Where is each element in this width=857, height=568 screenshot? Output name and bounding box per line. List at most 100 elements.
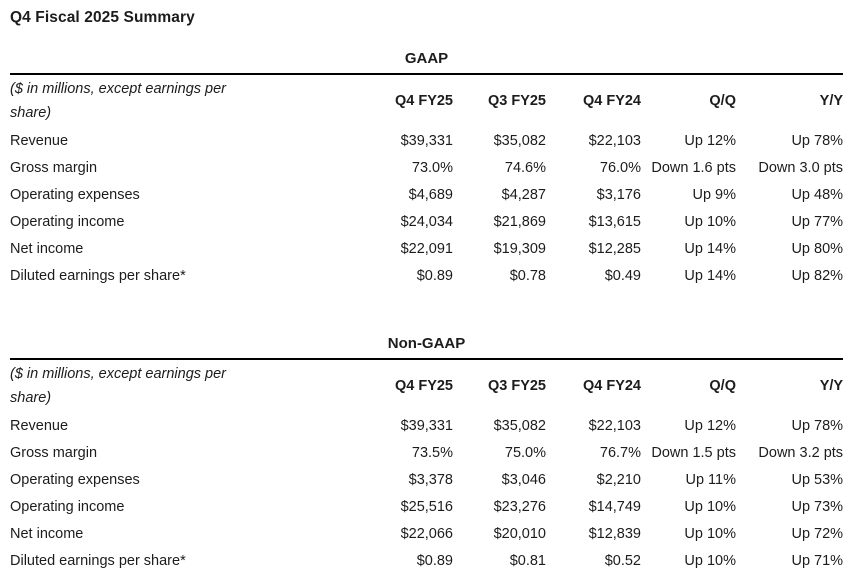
column-header-q4fy24: Q4 FY24 xyxy=(582,378,641,394)
column-header-qq: Q/Q xyxy=(709,378,736,394)
cell-qq: Up 12% xyxy=(684,417,736,434)
cell-q4fy24: 76.0% xyxy=(599,159,641,176)
row-label: Operating expenses xyxy=(10,186,140,203)
row-label: Operating income xyxy=(10,213,125,230)
cell-q3fy25: 74.6% xyxy=(504,159,546,176)
cell-q4fy24: $12,839 xyxy=(588,525,641,542)
row-label: Net income xyxy=(10,240,84,257)
cell-yy: Up 73% xyxy=(791,498,844,515)
cell-q4fy25: $3,378 xyxy=(408,471,453,488)
column-header-yy: Y/Y xyxy=(819,378,844,394)
cell-q4fy25: 73.5% xyxy=(411,444,453,461)
units-note: ($ in millions, except earnings per shar… xyxy=(10,74,360,127)
cell-q3fy25: $20,010 xyxy=(493,525,546,542)
row-label: Net income xyxy=(10,525,84,542)
table-row-revenue: Revenue $39,331 $35,082 $22,103 Up 12% U… xyxy=(10,127,843,154)
cell-yy: Up 78% xyxy=(791,132,844,149)
table-row-gross-margin: Gross margin 73.0% 74.6% 76.0% Down 1.6 … xyxy=(10,154,843,181)
non-gaap-table-title: Non-GAAP xyxy=(10,335,844,360)
row-label: Operating income xyxy=(10,498,125,515)
cell-qq: Down 1.6 pts xyxy=(651,159,736,176)
gaap-table: GAAP ($ in millions, except earnings per… xyxy=(10,50,844,289)
cell-q3fy25: $19,309 xyxy=(493,240,546,257)
cell-yy: Up 82% xyxy=(791,267,844,284)
column-header-q4fy25: Q4 FY25 xyxy=(394,378,453,394)
cell-q4fy25: $24,034 xyxy=(400,213,453,230)
units-note-text: ($ in millions, except earnings per shar… xyxy=(10,81,226,121)
cell-q4fy25: $22,066 xyxy=(400,525,453,542)
cell-q4fy25: $39,331 xyxy=(400,417,453,434)
cell-q4fy24: $22,103 xyxy=(588,417,641,434)
row-label: Diluted earnings per share* xyxy=(10,267,186,284)
cell-q3fy25: $3,046 xyxy=(501,471,546,488)
cell-q3fy25: 75.0% xyxy=(504,444,546,461)
column-header-qq: Q/Q xyxy=(709,93,736,109)
cell-q4fy25: 73.0% xyxy=(411,159,453,176)
table-row-net-income: Net income $22,066 $20,010 $12,839 Up 10… xyxy=(10,520,843,547)
cell-q4fy25: $0.89 xyxy=(416,267,453,284)
cell-q4fy25: $25,516 xyxy=(400,498,453,515)
cell-qq: Up 10% xyxy=(684,213,736,230)
cell-q3fy25: $0.81 xyxy=(509,552,546,568)
cell-qq: Up 14% xyxy=(684,240,736,257)
cell-yy: Up 77% xyxy=(791,213,844,230)
cell-q3fy25: $23,276 xyxy=(493,498,546,515)
table-row-diluted-eps: Diluted earnings per share* $0.89 $0.81 … xyxy=(10,547,843,568)
column-header-yy: Y/Y xyxy=(819,93,844,109)
cell-q3fy25: $4,287 xyxy=(501,186,546,203)
cell-yy: Down 3.0 pts xyxy=(758,159,844,176)
column-header-q4fy24: Q4 FY24 xyxy=(582,93,641,109)
cell-q3fy25: $35,082 xyxy=(493,132,546,149)
gaap-table-title: GAAP xyxy=(10,50,844,75)
row-label: Gross margin xyxy=(10,444,98,461)
table-row-diluted-eps: Diluted earnings per share* $0.89 $0.78 … xyxy=(10,262,843,289)
column-header-q3fy25: Q3 FY25 xyxy=(487,378,546,394)
cell-q4fy24: $13,615 xyxy=(588,213,641,230)
row-label: Operating expenses xyxy=(10,471,140,488)
cell-q4fy24: $22,103 xyxy=(588,132,641,149)
cell-q4fy25: $0.89 xyxy=(416,552,453,568)
cell-qq: Up 10% xyxy=(684,525,736,542)
row-label: Gross margin xyxy=(10,159,98,176)
table-row-operating-income: Operating income $25,516 $23,276 $14,749… xyxy=(10,493,843,520)
cell-qq: Up 11% xyxy=(685,471,736,488)
cell-q4fy24: $0.52 xyxy=(604,552,641,568)
cell-q3fy25: $21,869 xyxy=(493,213,546,230)
cell-q4fy25: $4,689 xyxy=(408,186,453,203)
cell-q4fy24: $0.49 xyxy=(604,267,641,284)
cell-qq: Up 9% xyxy=(692,186,736,203)
cell-qq: Up 14% xyxy=(684,267,736,284)
gaap-table-title-row: GAAP xyxy=(10,50,844,75)
units-note-text: ($ in millions, except earnings per shar… xyxy=(10,366,226,406)
cell-q4fy24: $12,285 xyxy=(588,240,641,257)
row-label: Revenue xyxy=(10,417,69,434)
table-row-gross-margin: Gross margin 73.5% 75.0% 76.7% Down 1.5 … xyxy=(10,439,843,466)
column-header-q4fy25: Q4 FY25 xyxy=(394,93,453,109)
cell-q4fy25: $39,331 xyxy=(400,132,453,149)
cell-qq: Up 10% xyxy=(684,498,736,515)
cell-qq: Up 10% xyxy=(684,552,736,568)
cell-yy: Up 80% xyxy=(791,240,844,257)
cell-q3fy25: $0.78 xyxy=(509,267,546,284)
cell-q4fy25: $22,091 xyxy=(400,240,453,257)
cell-q4fy24: 76.7% xyxy=(599,444,641,461)
cell-yy: Up 48% xyxy=(791,186,844,203)
row-label: Revenue xyxy=(10,132,69,149)
cell-yy: Down 3.2 pts xyxy=(758,444,844,461)
cell-yy: Up 71% xyxy=(791,552,844,568)
units-note: ($ in millions, except earnings per shar… xyxy=(10,359,360,412)
table-row-revenue: Revenue $39,331 $35,082 $22,103 Up 12% U… xyxy=(10,412,843,439)
cell-q4fy24: $2,210 xyxy=(596,471,641,488)
cell-yy: Up 72% xyxy=(791,525,844,542)
non-gaap-column-header-row: ($ in millions, except earnings per shar… xyxy=(10,359,843,412)
cell-qq: Down 1.5 pts xyxy=(651,444,736,461)
table-row-operating-expenses: Operating expenses $4,689 $4,287 $3,176 … xyxy=(10,181,843,208)
table-row-net-income: Net income $22,091 $19,309 $12,285 Up 14… xyxy=(10,235,843,262)
non-gaap-table: Non-GAAP ($ in millions, except earnings… xyxy=(10,335,844,568)
non-gaap-table-title-row: Non-GAAP xyxy=(10,335,844,360)
cell-qq: Up 12% xyxy=(684,132,736,149)
cell-q4fy24: $3,176 xyxy=(596,186,641,203)
row-label: Diluted earnings per share* xyxy=(10,552,186,568)
cell-q3fy25: $35,082 xyxy=(493,417,546,434)
